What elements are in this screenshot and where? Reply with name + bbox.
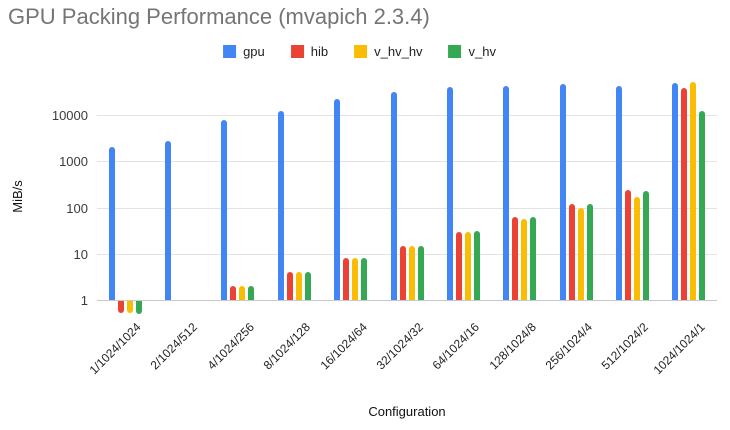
bar-hib-64/1024/16[interactable] bbox=[455, 231, 462, 300]
y-tick-label: 1000 bbox=[59, 154, 88, 170]
bar-gpu-32/1024/32[interactable] bbox=[390, 91, 397, 300]
x-tick-label: 16/1024/64 bbox=[317, 320, 370, 373]
chart-title: GPU Packing Performance (mvapich 2.3.4) bbox=[8, 4, 430, 29]
legend-swatch-v_hv bbox=[448, 44, 462, 58]
y-tick-label: 10 bbox=[73, 246, 88, 262]
x-tick-label: 64/1024/16 bbox=[429, 320, 483, 373]
gridline bbox=[97, 115, 717, 117]
legend-swatch-gpu bbox=[223, 44, 237, 58]
bar-hib-256/1024/4[interactable] bbox=[568, 203, 575, 300]
y-tick-label: 1 bbox=[80, 293, 88, 308]
bar-v_hv_hv-1/1024/1024[interactable] bbox=[126, 301, 133, 313]
legend-swatch-v_hv_hv bbox=[354, 44, 368, 58]
y-tick-label: 10000 bbox=[51, 108, 88, 124]
x-tick-label: 256/1024/4 bbox=[542, 320, 595, 373]
bar-v_hv-4/1024/256[interactable] bbox=[248, 286, 255, 300]
bar-v_hv_hv-8/1024/128[interactable] bbox=[295, 272, 302, 300]
bar-v_hv_hv-32/1024/32[interactable] bbox=[408, 245, 415, 300]
bar-hib-512/1024/2[interactable] bbox=[624, 190, 631, 300]
bar-gpu-8/1024/128[interactable] bbox=[277, 110, 284, 300]
bar-hib-128/1024/8[interactable] bbox=[512, 217, 519, 300]
legend-item-hib: hib bbox=[290, 43, 329, 59]
bar-hib-8/1024/128[interactable] bbox=[286, 272, 293, 300]
x-tick-label: 32/1024/32 bbox=[373, 320, 426, 373]
bar-gpu-512/1024/2[interactable] bbox=[615, 85, 622, 300]
bar-v_hv-256/1024/4[interactable] bbox=[586, 203, 593, 300]
bar-hib-1024/1024/1[interactable] bbox=[681, 87, 688, 300]
legend-label: hib bbox=[310, 43, 329, 59]
x-tick-label: 8/1024/128 bbox=[260, 320, 314, 373]
plot-area bbox=[97, 80, 717, 315]
bar-gpu-2/1024/512[interactable] bbox=[165, 141, 172, 300]
x-tick-label: 2/1024/512 bbox=[148, 320, 201, 373]
bar-v_hv-16/1024/64[interactable] bbox=[361, 258, 368, 300]
bar-v_hv-64/1024/16[interactable] bbox=[473, 231, 480, 300]
legend-label: v_hv bbox=[468, 43, 497, 59]
bar-v_hv_hv-128/1024/8[interactable] bbox=[521, 218, 528, 300]
y-axis-title: MiB/s bbox=[9, 180, 25, 213]
bar-gpu-1024/1024/1[interactable] bbox=[672, 82, 679, 300]
bar-gpu-128/1024/8[interactable] bbox=[503, 85, 510, 300]
x-tick-label: 512/1024/2 bbox=[598, 320, 652, 373]
bar-v_hv_hv-4/1024/256[interactable] bbox=[239, 286, 246, 300]
x-tick-label: 128/1024/8 bbox=[486, 320, 539, 373]
x-tick-label: 1024/1024/1 bbox=[650, 320, 708, 378]
bar-gpu-64/1024/16[interactable] bbox=[446, 86, 453, 300]
y-axis-title-wrap: MiB/s bbox=[0, 80, 34, 313]
legend-item-v_hv: v_hv bbox=[448, 43, 497, 59]
legend-item-gpu: gpu bbox=[223, 44, 265, 59]
bar-v_hv_hv-1024/1024/1[interactable] bbox=[690, 82, 697, 300]
gridline bbox=[97, 300, 717, 301]
legend-label: v_hv_hv bbox=[374, 43, 423, 59]
bar-v_hv_hv-16/1024/64[interactable] bbox=[352, 258, 359, 300]
bar-v_hv-1024/1024/1[interactable] bbox=[699, 110, 706, 300]
gridline bbox=[97, 207, 717, 209]
legend: gpu hib v_hv_hv v_hv bbox=[223, 42, 496, 60]
legend-label: gpu bbox=[243, 43, 265, 59]
bar-hib-4/1024/256[interactable] bbox=[230, 286, 237, 300]
bar-gpu-1/1024/1024[interactable] bbox=[108, 146, 115, 300]
bar-v_hv-32/1024/32[interactable] bbox=[417, 245, 424, 300]
bar-v_hv-512/1024/2[interactable] bbox=[642, 190, 649, 300]
bar-v_hv-8/1024/128[interactable] bbox=[304, 272, 311, 300]
bar-v_hv-128/1024/8[interactable] bbox=[530, 217, 537, 300]
legend-item-v_hv_hv: v_hv_hv bbox=[354, 43, 423, 59]
gridline bbox=[97, 161, 717, 163]
bar-v_hv_hv-256/1024/4[interactable] bbox=[577, 207, 584, 300]
bar-v_hv_hv-512/1024/2[interactable] bbox=[633, 196, 640, 300]
gridline bbox=[97, 253, 717, 255]
bar-hib-1/1024/1024[interactable] bbox=[117, 301, 124, 313]
bar-v_hv_hv-64/1024/16[interactable] bbox=[464, 231, 471, 300]
bar-v_hv-1/1024/1024[interactable] bbox=[135, 301, 142, 315]
y-tick-label: 100 bbox=[66, 200, 88, 216]
x-tick-label: 1/1024/1024 bbox=[86, 320, 145, 378]
bar-gpu-16/1024/64[interactable] bbox=[334, 99, 341, 300]
bar-hib-16/1024/64[interactable] bbox=[343, 258, 350, 300]
legend-swatch-hib bbox=[290, 44, 304, 58]
bar-gpu-256/1024/4[interactable] bbox=[559, 84, 566, 300]
x-tick-label: 4/1024/256 bbox=[204, 320, 257, 373]
bar-hib-32/1024/32[interactable] bbox=[399, 245, 406, 300]
bar-gpu-4/1024/256[interactable] bbox=[221, 119, 228, 300]
x-axis-title: Configuration bbox=[368, 404, 446, 419]
